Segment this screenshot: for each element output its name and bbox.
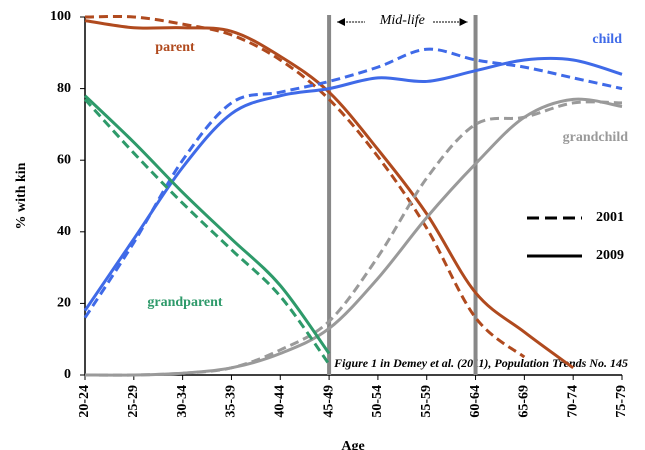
x-tick-label: 25-29 [126, 385, 141, 418]
y-tick-label: 80 [57, 81, 71, 96]
series-label: child [592, 32, 622, 47]
x-tick-label: 40-44 [272, 385, 287, 418]
x-axis-label: Age [341, 439, 364, 450]
x-tick-label: 55-59 [419, 385, 434, 418]
series-line [84, 100, 623, 377]
legend-label: 2009 [596, 248, 624, 263]
y-tick-label: 60 [57, 152, 71, 167]
legend-label: 2001 [596, 210, 624, 225]
series-label: parent [155, 40, 195, 55]
midlife-label: Mid-life [379, 13, 425, 28]
x-tick-label: 70-74 [565, 385, 580, 418]
x-tick-label: 50-54 [370, 385, 385, 418]
series-label: grandparent [147, 295, 223, 310]
series-line [84, 97, 623, 377]
x-tick-label: 60-64 [468, 385, 483, 418]
series-label: grandchild [563, 130, 629, 145]
series-line [84, 19, 575, 370]
x-tick-label: 65-69 [517, 385, 532, 418]
y-tick-label: 0 [64, 367, 71, 382]
y-tick-label: 40 [57, 224, 71, 239]
source-note: Figure 1 in Demey et al. (2011), Populat… [333, 356, 628, 370]
x-tick-label: 30-34 [175, 385, 190, 418]
series-line [84, 14, 526, 359]
x-tick-label: 45-49 [321, 385, 336, 418]
y-axis-label: % with kin [14, 162, 29, 229]
series-line [83, 56, 623, 312]
y-tick-label: 20 [57, 296, 71, 311]
y-tick-label: 100 [50, 9, 71, 24]
series-line [83, 47, 623, 319]
x-tick-label: 75-79 [614, 385, 629, 418]
x-tick-label: 35-39 [224, 385, 239, 418]
series-line [83, 94, 331, 355]
x-tick-label: 20-24 [77, 385, 92, 418]
